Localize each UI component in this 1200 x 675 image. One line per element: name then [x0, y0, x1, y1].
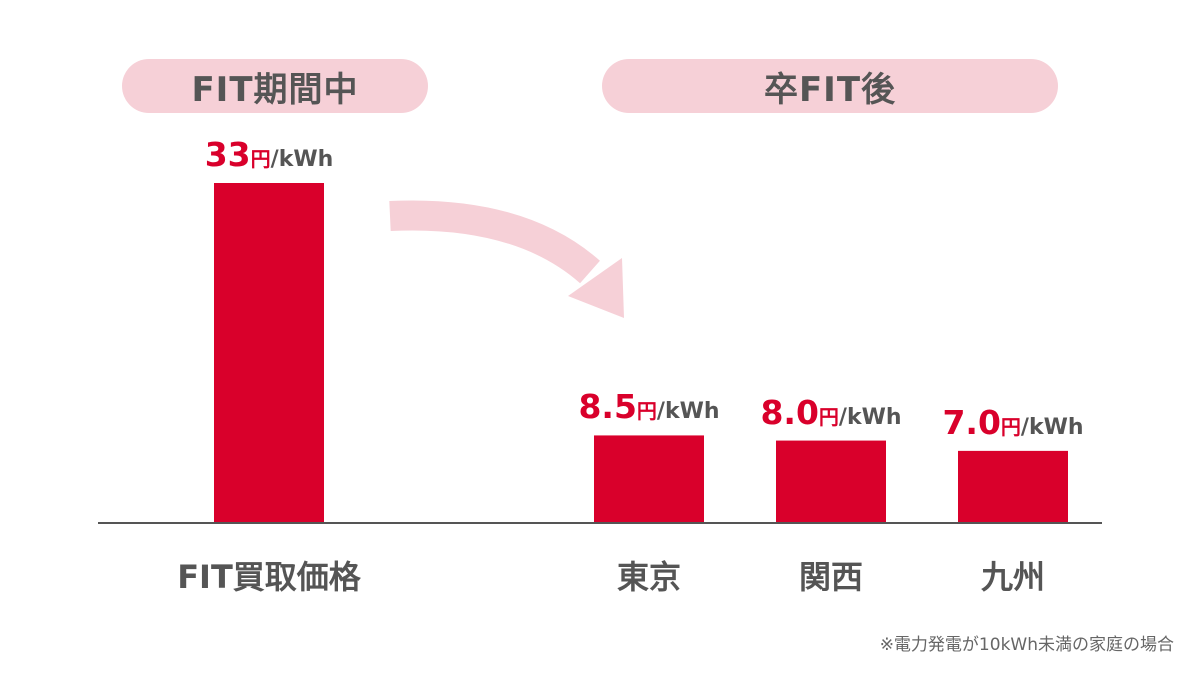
value-label-1: 8.5円/kWh: [529, 387, 769, 426]
value-label-number: 33: [204, 135, 251, 174]
bar-1: [594, 435, 704, 523]
value-label-2: 8.0円/kWh: [711, 393, 951, 432]
category-label-1: 東京: [616, 558, 681, 596]
value-label-per-unit: /kWh: [838, 404, 902, 430]
group-pill-fit-period-label: FIT期間中: [191, 69, 359, 110]
category-label-0: FIT買取価格: [177, 558, 361, 596]
value-label-number: 7.0: [942, 402, 1001, 442]
value-label-0: 33円/kWh: [149, 135, 389, 174]
group-pill-fit-period: FIT期間中: [122, 59, 428, 113]
category-label-2: 関西: [798, 558, 863, 596]
value-label-unit: 円: [250, 147, 271, 171]
group-pill-post-fit-label: 卒FIT後: [763, 69, 897, 110]
group-pill-post-fit: 卒FIT後: [602, 59, 1058, 113]
footnote: ※電力発電が10kWh未満の家庭の場合: [879, 635, 1174, 655]
bar-0: [214, 183, 324, 523]
value-label-per-unit: /kWh: [270, 147, 334, 172]
value-label-unit: 円: [636, 399, 657, 424]
trend-arrow-head: [568, 258, 624, 318]
category-label-3: 九州: [980, 558, 1045, 596]
value-label-number: 8.0: [760, 392, 819, 432]
value-label-per-unit: /kWh: [1020, 414, 1084, 440]
value-label-number: 8.5: [578, 387, 637, 427]
value-label-3: 7.0円/kWh: [893, 403, 1133, 442]
bars-layer: [214, 183, 1068, 523]
value-label-per-unit: /kWh: [656, 399, 720, 425]
trend-arrow-shaft: [389, 200, 600, 284]
bar-3: [958, 450, 1068, 523]
bar-2: [776, 440, 886, 523]
value-label-unit: 円: [1000, 414, 1021, 439]
value-label-unit: 円: [818, 404, 839, 429]
